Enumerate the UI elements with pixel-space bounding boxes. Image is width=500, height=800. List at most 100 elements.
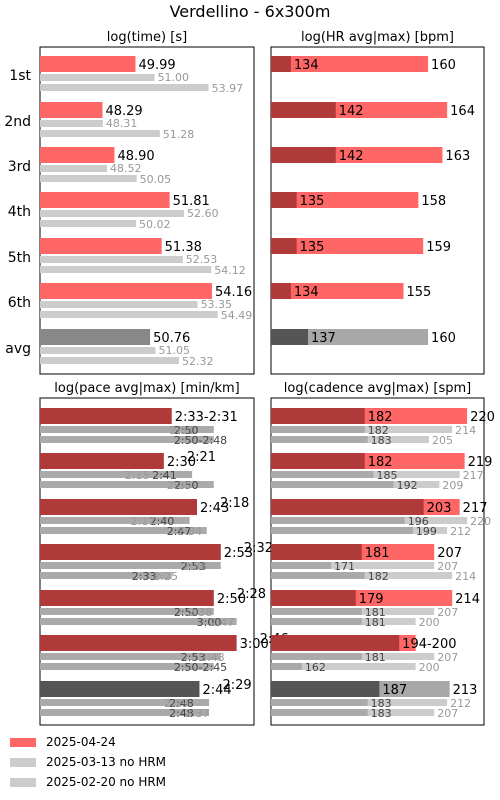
data-label: 203: [427, 501, 452, 516]
data-label: 2:18: [220, 496, 249, 511]
data-label: 48.31: [106, 117, 138, 130]
bar: [40, 84, 209, 91]
data-label: 53.97: [212, 82, 244, 95]
data-label: 2:50: [174, 606, 199, 619]
data-label: 179: [359, 592, 384, 607]
bar: [40, 192, 170, 208]
legend-item: 2025-02-20 no HRM: [10, 775, 210, 791]
bar: [271, 653, 362, 660]
bar: [271, 56, 429, 72]
data-label: 3:00: [240, 637, 269, 652]
bar: [271, 453, 365, 469]
data-label: 49.99: [138, 58, 175, 73]
data-label: 2:30: [167, 479, 192, 492]
data-label: 2:34: [177, 525, 202, 538]
bar: [271, 329, 309, 345]
data-label: 52.60: [187, 207, 219, 220]
data-label: 182: [368, 424, 389, 437]
data-label: 212: [450, 525, 471, 538]
data-label: 54.12: [214, 264, 246, 277]
bar: [40, 311, 218, 318]
data-label: 2:36: [182, 560, 207, 573]
data-label: 171: [334, 560, 355, 573]
data-label: 134: [294, 58, 319, 73]
bar: [40, 663, 214, 670]
data-label: 181: [365, 616, 386, 629]
data-label: 51.00: [158, 71, 190, 84]
data-label: 51.38: [165, 240, 202, 255]
data-label: 187: [382, 683, 407, 698]
bar: [40, 74, 155, 81]
bar: [271, 699, 368, 706]
legend-label: 2025-04-24: [46, 735, 116, 749]
data-label: 214: [455, 570, 476, 583]
data-label: 2:48: [169, 697, 194, 710]
bar: [40, 56, 136, 72]
bar: [40, 220, 137, 227]
data-label: 2:37: [185, 707, 210, 720]
data-label: 200: [419, 616, 440, 629]
data-label: 135: [300, 240, 325, 255]
bar: [40, 471, 193, 478]
data-label: 2:29: [164, 697, 189, 710]
data-label: 50.05: [140, 173, 172, 186]
data-label: 181: [365, 606, 386, 619]
data-label: 2:29: [222, 678, 251, 693]
bar: [40, 618, 237, 625]
data-label: 209: [442, 479, 463, 492]
data-label: 2:53: [181, 560, 206, 573]
bar: [271, 572, 365, 579]
data-label: 48.90: [117, 149, 154, 164]
bar: [40, 572, 172, 579]
data-label: 199: [416, 525, 437, 538]
data-label: 142: [339, 149, 364, 164]
legend-item: 2025-03-13 no HRM: [10, 755, 210, 771]
data-label: 205: [432, 434, 453, 447]
data-label: 220: [470, 410, 495, 425]
data-label: 3:00: [197, 616, 222, 629]
row-label: avg: [5, 341, 31, 357]
row-label: 3rd: [8, 159, 31, 175]
bar: [40, 527, 207, 534]
panel-frame: [270, 46, 485, 375]
bar: [271, 635, 400, 651]
bar: [40, 238, 162, 254]
bar: [40, 481, 214, 488]
bar: [271, 426, 365, 433]
bar: [271, 238, 424, 254]
bar: [40, 329, 151, 345]
bar: [271, 709, 368, 716]
bar: [271, 238, 297, 254]
bar: [271, 517, 405, 524]
panel-frame: [39, 397, 255, 726]
data-label: 196: [408, 515, 429, 528]
bar: [40, 357, 179, 364]
legend-swatch: [10, 758, 36, 767]
data-label: 142: [339, 104, 364, 119]
data-label: 137: [311, 331, 336, 346]
bar: [271, 481, 394, 488]
bar: [40, 408, 172, 424]
data-label: 183: [371, 434, 392, 447]
bar: [40, 544, 221, 560]
data-label: 2:48: [169, 707, 194, 720]
panel-title: log(cadence avg|max) [spm]: [284, 381, 471, 396]
data-label: 2:17: [131, 515, 156, 528]
data-label: 2:44: [202, 683, 231, 698]
data-label: 207: [437, 560, 458, 573]
bar: [271, 663, 416, 670]
bar: [40, 499, 198, 515]
figure-title: Verdellino - 6x300m: [169, 2, 331, 21]
data-label: 2:38: [188, 606, 213, 619]
data-label: 2:33: [132, 570, 157, 583]
bar: [271, 499, 424, 515]
data-label: 207: [437, 651, 458, 664]
data-label: 160: [431, 58, 456, 73]
bar: [271, 283, 291, 299]
legend-label: 2025-03-13 no HRM: [46, 755, 167, 769]
data-label: 2:47: [210, 616, 235, 629]
data-label: 51.05: [159, 344, 191, 357]
bar: [40, 175, 137, 182]
panel-title: log(time) [s]: [107, 30, 187, 45]
